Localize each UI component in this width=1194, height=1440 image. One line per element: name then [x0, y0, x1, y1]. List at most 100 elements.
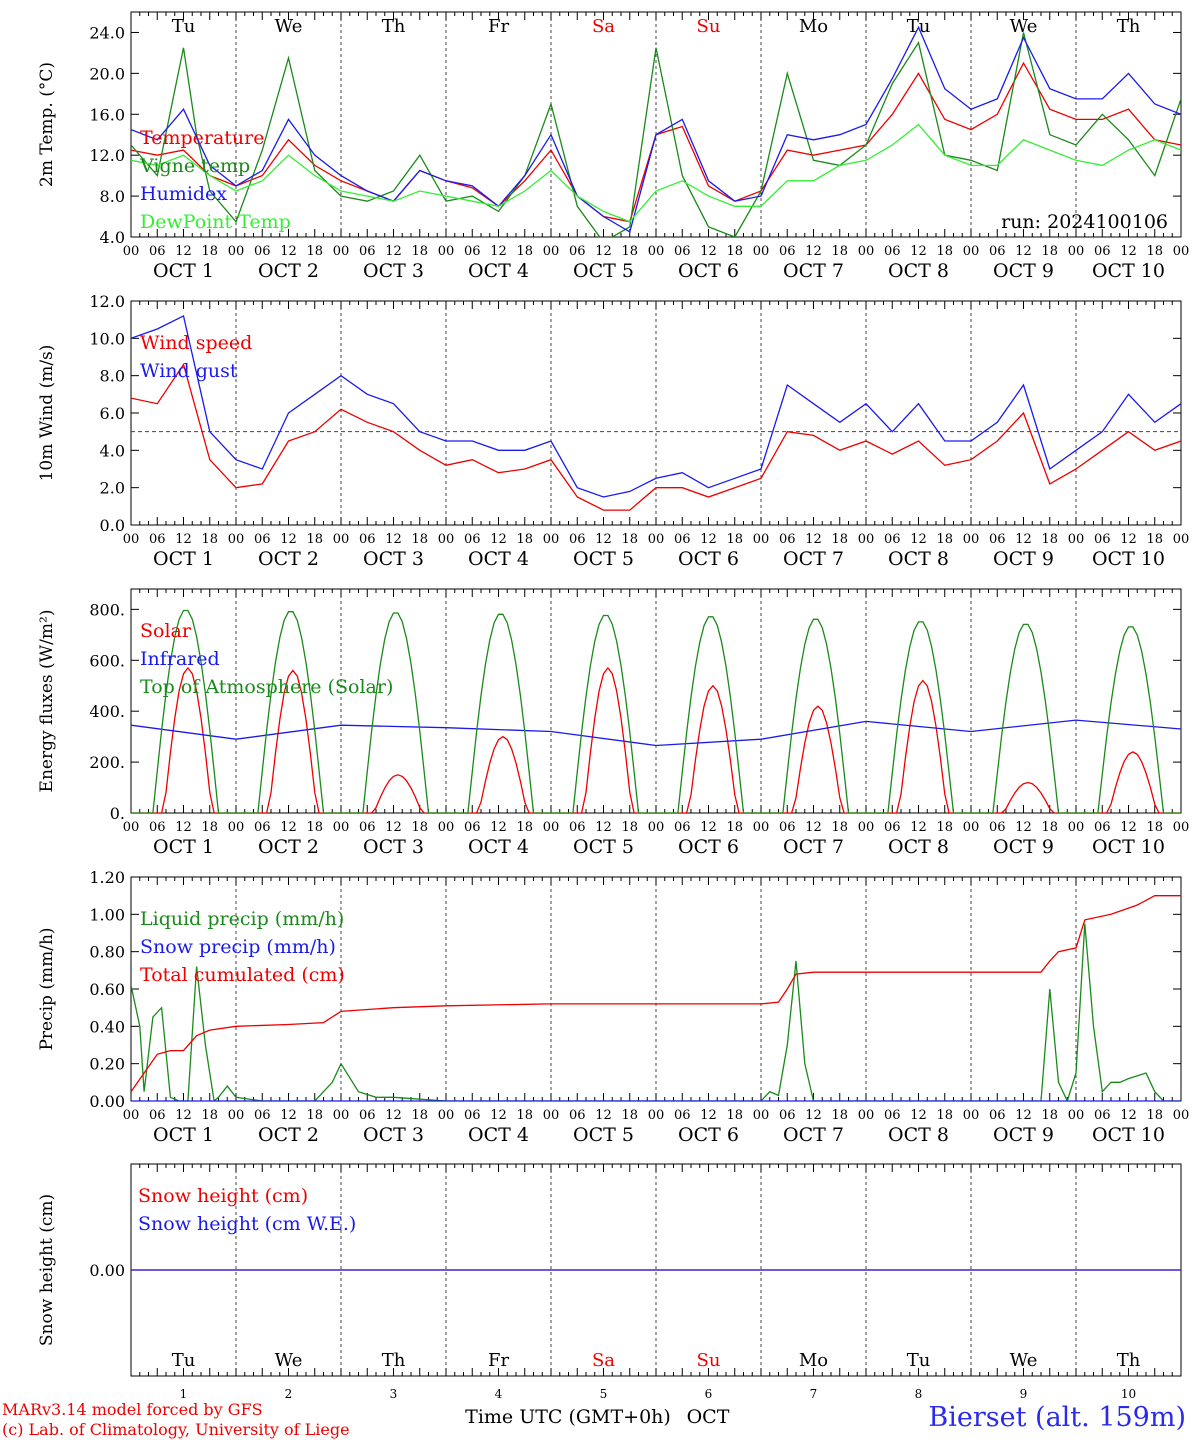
x-hour-label: 00 [333, 532, 350, 547]
x-hour-label: 00 [123, 244, 140, 259]
x-hour-label: 00 [1068, 244, 1085, 259]
x-date-label: OCT 5 [573, 260, 634, 282]
x-date-label: OCT 8 [888, 1124, 949, 1146]
x-hour-label: 18 [201, 532, 218, 547]
y-tick-label: 4.0 [100, 441, 125, 460]
x-hour-label: 12 [700, 244, 717, 259]
x-hour-label: 00 [1173, 244, 1190, 259]
x-hour-label: 00 [438, 532, 455, 547]
x-date-label: OCT 1 [153, 836, 214, 858]
x-hour-label: 00 [648, 532, 665, 547]
x-date-label: OCT 8 [888, 836, 949, 858]
series-infrared [131, 719, 1181, 747]
x-hour-label: 12 [175, 820, 192, 835]
x-date-label: OCT 2 [258, 1124, 319, 1146]
legend-entry: Snow height (cm W.E.) [138, 1213, 356, 1235]
x-hour-label: 06 [254, 532, 271, 547]
x-hour-label: 00 [858, 1108, 875, 1123]
y-tick-label: 12.0 [89, 292, 125, 311]
x-hour-label: 00 [753, 1108, 770, 1123]
bottom-day-number: 7 [810, 1387, 818, 1401]
y-tick-label: 24.0 [89, 23, 125, 42]
x-hour-label: 06 [464, 244, 481, 259]
x-hour-label: 18 [411, 244, 428, 259]
x-hour-label: 18 [936, 532, 953, 547]
x-hour-label: 06 [989, 532, 1006, 547]
x-hour-label: 00 [333, 244, 350, 259]
x-hour-label: 18 [306, 244, 323, 259]
bottom-day-number: 10 [1121, 1387, 1136, 1401]
x-hour-label: 12 [910, 820, 927, 835]
x-date-label: OCT 7 [783, 1124, 844, 1146]
bottom-day-number: 4 [495, 1387, 503, 1401]
panel-frame [130, 588, 1182, 814]
x-hour-label: 00 [753, 244, 770, 259]
y-tick-label: 1.00 [89, 905, 125, 924]
x-hour-label: 06 [149, 820, 166, 835]
bottom-day-number: 6 [705, 1387, 713, 1401]
x-hour-label: 06 [464, 532, 481, 547]
x-hour-label: 00 [1173, 820, 1190, 835]
x-hour-label: 12 [385, 532, 402, 547]
series-top-of-atmosphere-solar [131, 609, 1181, 813]
y-axis-label: Energy fluxes (W/m²) [37, 610, 57, 793]
x-date-label: OCT 6 [678, 260, 739, 282]
x-hour-label: 12 [490, 1108, 507, 1123]
x-hour-label: 00 [648, 1108, 665, 1123]
day-name-label: Su [697, 1350, 721, 1371]
panel-frame [130, 11, 1182, 238]
x-hour-label: 00 [963, 820, 980, 835]
x-hour-label: 00 [543, 244, 560, 259]
x-hour-label: 18 [1041, 532, 1058, 547]
x-hour-label: 00 [1068, 532, 1085, 547]
x-hour-label: 06 [1094, 820, 1111, 835]
x-hour-label: 12 [1120, 244, 1137, 259]
x-hour-label: 18 [411, 532, 428, 547]
day-name-label: We [275, 1350, 303, 1371]
x-hour-label: 00 [753, 820, 770, 835]
y-tick-label: 6.0 [100, 404, 125, 423]
x-hour-label: 18 [201, 1108, 218, 1123]
x-hour-label: 06 [359, 1108, 376, 1123]
bottom-day-number: 3 [390, 1387, 398, 1401]
x-date-label: OCT 6 [678, 836, 739, 858]
x-hour-label: 12 [385, 820, 402, 835]
x-hour-label: 00 [858, 244, 875, 259]
x-hour-label: 18 [411, 820, 428, 835]
x-hour-label: 00 [1068, 820, 1085, 835]
x-hour-label: 00 [1173, 1108, 1190, 1123]
legend-entry: Liquid precip (mm/h) [140, 908, 344, 930]
x-hour-label: 00 [123, 1108, 140, 1123]
y-tick-label: 16.0 [89, 105, 125, 124]
x-date-label: OCT 3 [363, 548, 424, 570]
legend-entry: DewPoint Temp [140, 211, 291, 233]
y-tick-label: 4.0 [100, 228, 125, 247]
x-hour-label: 12 [910, 244, 927, 259]
day-name-label: Sa [592, 16, 615, 37]
y-tick-label: 0.00 [89, 1261, 125, 1280]
x-date-label: OCT 8 [888, 260, 949, 282]
x-hour-label: 00 [228, 1108, 245, 1123]
x-date-label: OCT 3 [363, 260, 424, 282]
day-name-label: Tu [172, 16, 196, 37]
x-hour-label: 06 [149, 244, 166, 259]
x-hour-label: 06 [884, 1108, 901, 1123]
x-hour-label: 00 [228, 820, 245, 835]
x-hour-label: 00 [543, 532, 560, 547]
y-axis-label: 2m Temp. (°C) [37, 62, 57, 187]
y-tick-label: 0.00 [89, 1092, 125, 1111]
y-tick-label: 0. [110, 804, 125, 823]
x-hour-label: 06 [989, 1108, 1006, 1123]
x-date-label: OCT 10 [1092, 836, 1165, 858]
x-date-label: OCT 8 [888, 548, 949, 570]
x-hour-label: 06 [569, 244, 586, 259]
x-hour-label: 18 [1146, 1108, 1163, 1123]
y-tick-label: 8.0 [100, 187, 125, 206]
series-solar [131, 666, 1181, 813]
x-date-label: OCT 9 [993, 260, 1054, 282]
day-name-label: Tu [907, 1350, 931, 1371]
bottom-day-number: 2 [285, 1387, 293, 1401]
x-hour-label: 06 [464, 1108, 481, 1123]
x-date-label: OCT 4 [468, 548, 529, 570]
series-liquid-precip-mm-h [131, 923, 1181, 1101]
